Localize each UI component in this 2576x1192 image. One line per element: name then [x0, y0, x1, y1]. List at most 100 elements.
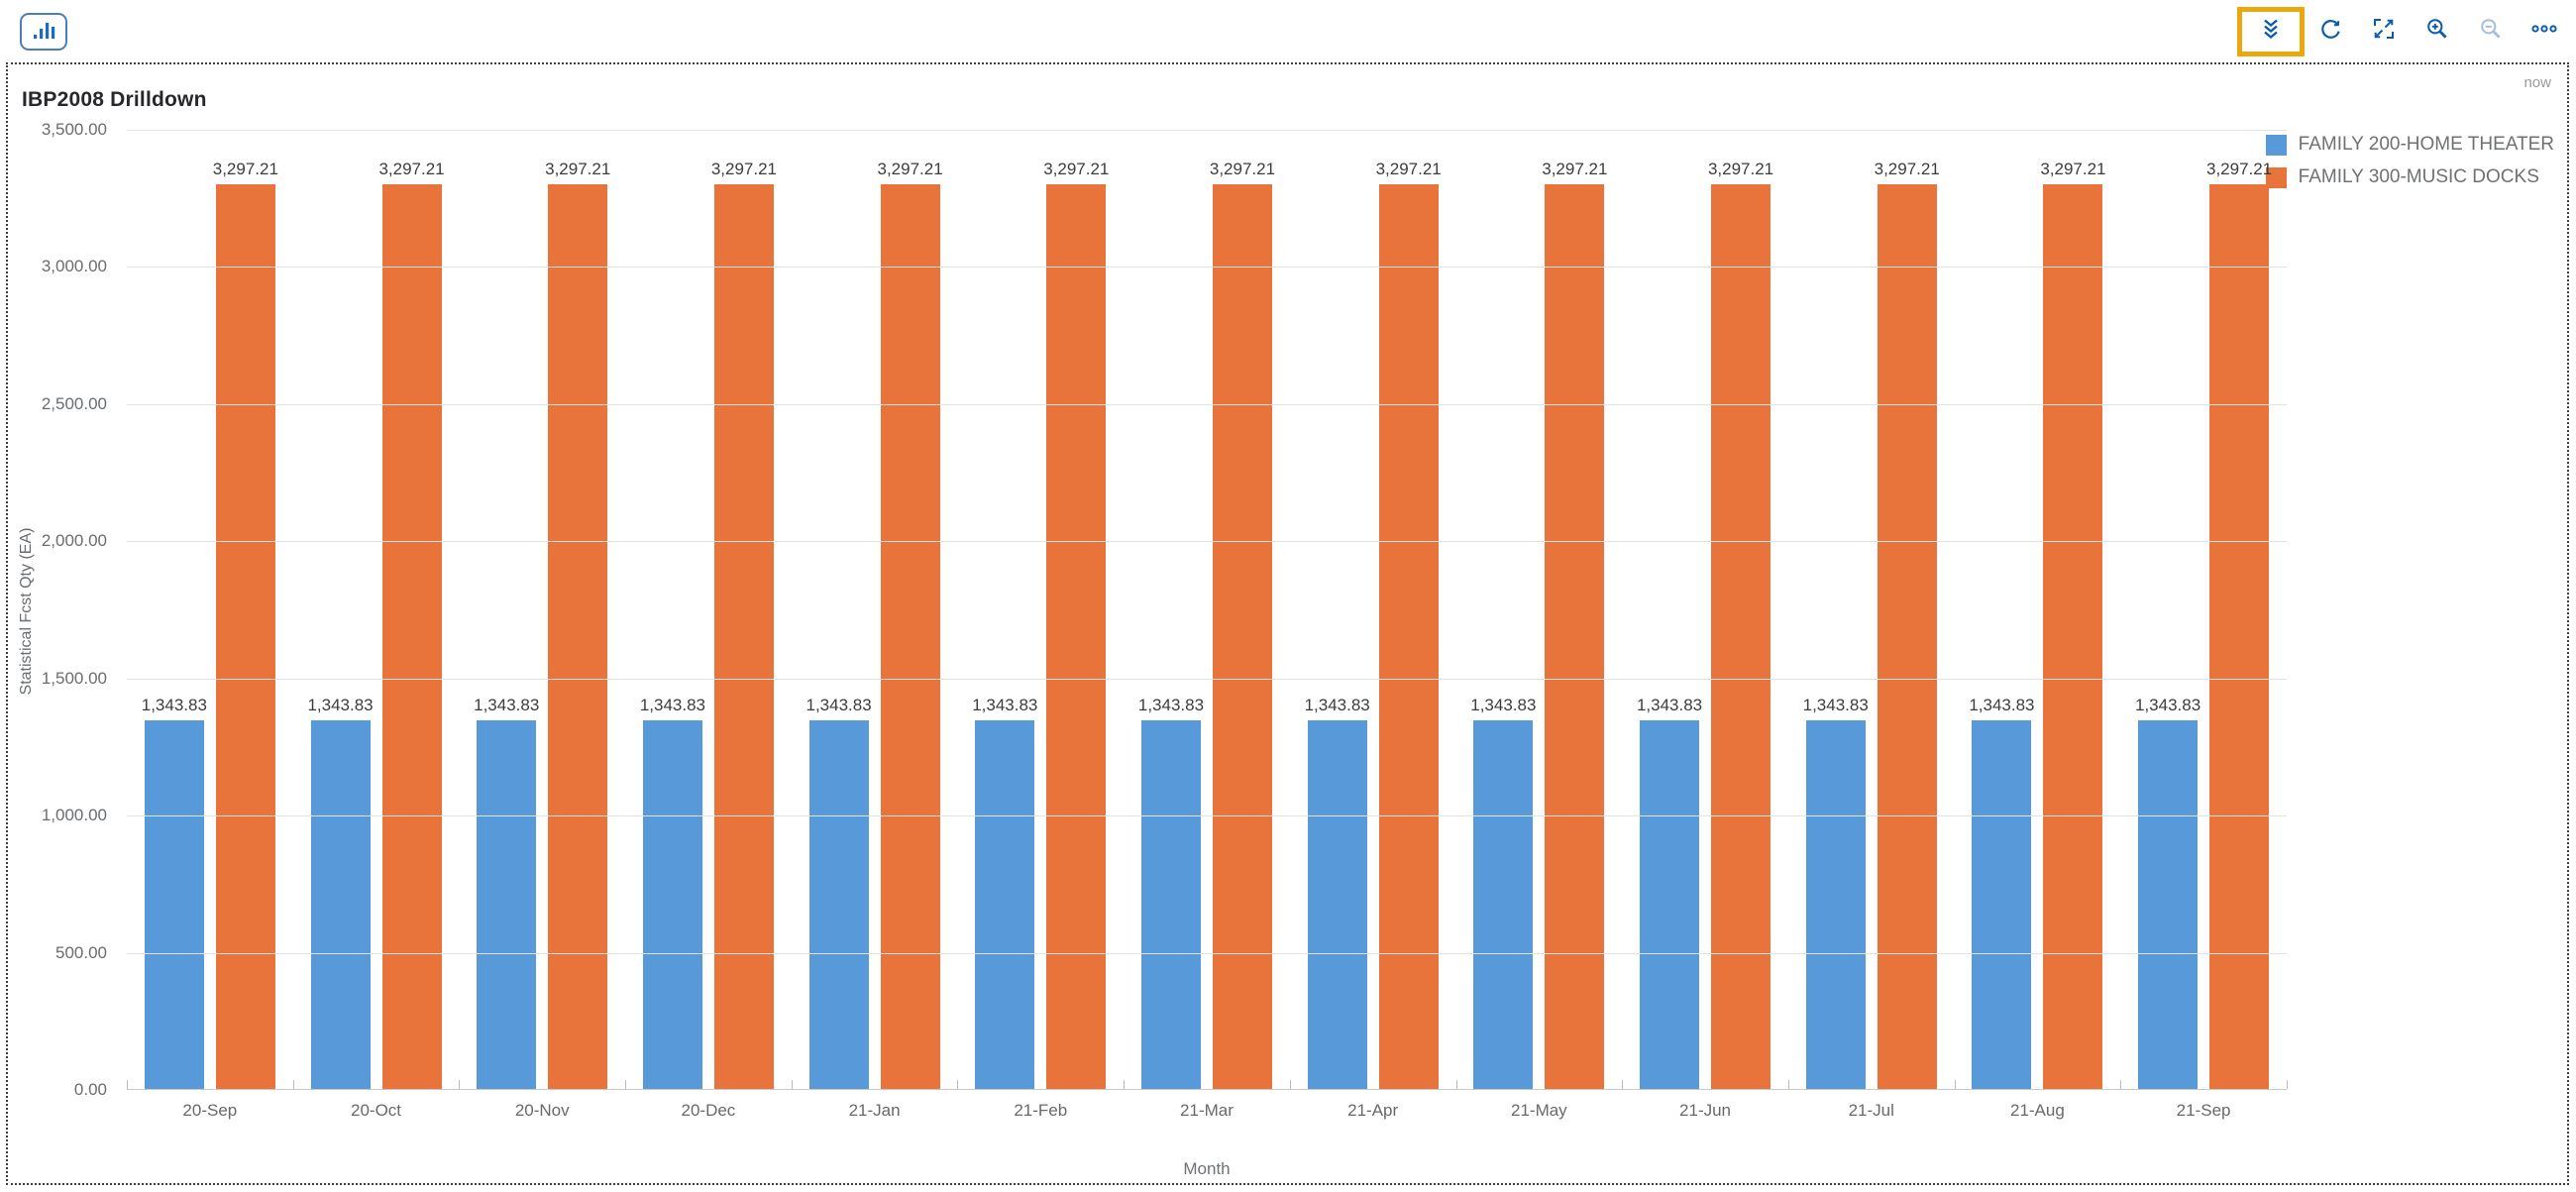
bar[interactable] — [1711, 184, 1771, 1089]
bar-value-label: 3,297.21 — [212, 160, 278, 179]
drilldown-button[interactable] — [2259, 17, 2283, 46]
y-axis-tick-label: 2,000.00 — [41, 531, 107, 551]
bar[interactable] — [215, 184, 275, 1089]
bar[interactable] — [1640, 719, 1700, 1089]
bar-wrap: 1,343.83 — [1470, 130, 1536, 1089]
bar-wrap: 3,297.21 — [1708, 130, 1773, 1089]
bar[interactable] — [1972, 719, 2032, 1089]
legend-item-home-theater[interactable]: FAMILY 200-HOME THEATER — [2265, 134, 2554, 156]
zoom-in-icon — [2425, 17, 2449, 46]
now-timestamp: now — [2523, 74, 2551, 91]
bar[interactable] — [1307, 719, 1367, 1089]
bar-wrap: 3,297.21 — [2206, 130, 2273, 1089]
bar-wrap: 3,297.21 — [1376, 130, 1442, 1089]
bar-value-label: 1,343.83 — [972, 695, 1038, 714]
bar-value-label: 1,343.83 — [805, 695, 872, 714]
bar[interactable] — [477, 719, 537, 1089]
legend-label: FAMILY 300-MUSIC DOCKS — [2298, 166, 2539, 187]
bar-value-label: 3,297.21 — [1542, 160, 1608, 179]
bar[interactable] — [808, 719, 869, 1089]
y-gridline — [127, 815, 2287, 817]
bar[interactable] — [548, 184, 608, 1089]
bar[interactable] — [1805, 719, 1866, 1089]
plot-area: 1,343.83 3,297.21 1,343.83 3,297.21 1,343.83… — [127, 130, 2288, 1090]
bar[interactable] — [144, 719, 204, 1089]
chart-type-button[interactable] — [20, 13, 67, 51]
x-axis-tick — [1124, 1080, 1126, 1089]
overflow-button[interactable] — [2531, 17, 2557, 46]
bar[interactable] — [2138, 719, 2199, 1089]
y-axis-tick-label: 1,000.00 — [41, 806, 107, 825]
bar-group: 1,343.83 3,297.21 — [625, 130, 792, 1089]
bar[interactable] — [713, 184, 774, 1089]
bar-value-label: 3,297.21 — [378, 160, 445, 179]
x-axis-tick — [292, 1080, 294, 1089]
legend-item-music-docks[interactable]: FAMILY 300-MUSIC DOCKS — [2265, 166, 2554, 188]
x-axis-tick-label: 21-Mar — [1180, 1101, 1234, 1120]
fit-screen-button[interactable] — [2372, 17, 2396, 46]
x-axis-labels: 20-Sep 20-Oct 20-Nov 20-Dec 21-Jan 21-Feb 21-M… — [127, 1101, 2287, 1121]
zoom-out-button[interactable] — [2479, 17, 2503, 46]
bar-value-label: 1,343.83 — [1137, 695, 1205, 714]
bar[interactable] — [1545, 184, 1605, 1089]
x-axis-tick-label: 21-May — [1511, 1101, 1567, 1120]
bar-value-label: 3,297.21 — [2206, 160, 2273, 179]
bar-wrap: 3,297.21 — [1542, 130, 1608, 1089]
bar[interactable] — [880, 184, 940, 1089]
bar-group: 1,343.83 3,297.21 — [127, 130, 293, 1089]
bar-value-label: 3,297.21 — [2040, 160, 2106, 179]
bar-value-label: 1,343.83 — [2135, 695, 2201, 714]
y-axis-tick-label: 3,000.00 — [41, 257, 107, 276]
y-gridline — [127, 267, 2287, 269]
bar-value-label: 1,343.83 — [141, 695, 207, 714]
bar-wrap: 1,343.83 — [141, 130, 207, 1089]
bar-wrap: 3,297.21 — [711, 130, 777, 1089]
overflow-icon — [2531, 17, 2557, 46]
y-axis-tick-label: 1,500.00 — [41, 668, 107, 688]
bar-group: 1,343.83 3,297.21 — [293, 130, 460, 1089]
bar-value-label: 1,343.83 — [307, 695, 374, 714]
bar-wrap: 3,297.21 — [878, 130, 943, 1089]
bar[interactable] — [1378, 184, 1439, 1089]
chart-title: IBP2008 Drilldown — [22, 88, 207, 111]
bar-wrap: 3,297.21 — [1875, 130, 1940, 1089]
zoom-in-button[interactable] — [2425, 17, 2449, 46]
bar-value-label: 1,343.83 — [1304, 695, 1370, 714]
bar[interactable] — [975, 719, 1035, 1089]
x-axis-tick-label: 20-Dec — [681, 1101, 736, 1120]
bar-wrap: 3,297.21 — [1210, 130, 1275, 1089]
bar[interactable] — [1140, 719, 1201, 1089]
bar[interactable] — [1877, 184, 1937, 1089]
bar-wrap: 1,343.83 — [972, 130, 1038, 1089]
x-axis-tick-label: 21-Aug — [2009, 1101, 2065, 1120]
bar[interactable] — [1473, 719, 1534, 1089]
bar-wrap: 1,343.83 — [640, 130, 705, 1089]
x-axis-tick — [957, 1080, 959, 1089]
zoom-out-icon — [2479, 17, 2503, 46]
x-axis-tick — [1954, 1080, 1956, 1089]
x-axis-tick — [1455, 1080, 1457, 1089]
x-axis-tick-label: 21-Jun — [1679, 1101, 1732, 1120]
bar[interactable] — [381, 184, 442, 1089]
bar[interactable] — [310, 719, 371, 1089]
bar-value-label: 3,297.21 — [545, 160, 611, 179]
bar-value-label: 1,343.83 — [1802, 695, 1869, 714]
plot-groups: 1,343.83 3,297.21 1,343.83 3,297.21 1,343.83… — [127, 130, 2287, 1089]
double-chevron-down-icon — [2259, 17, 2283, 46]
y-axis-tick-label: 0.00 — [73, 1080, 107, 1099]
bar[interactable] — [642, 719, 702, 1089]
x-axis-tick-label: 20-Nov — [514, 1101, 570, 1120]
bar[interactable] — [2043, 184, 2103, 1089]
bar[interactable] — [2209, 184, 2270, 1089]
bar-wrap: 1,343.83 — [1137, 130, 1205, 1089]
bar-wrap: 1,343.83 — [1637, 130, 1702, 1089]
fit-screen-icon — [2372, 17, 2396, 46]
x-axis-tick — [1787, 1080, 1789, 1089]
refresh-button[interactable] — [2318, 20, 2342, 44]
bar[interactable] — [1046, 184, 1107, 1089]
legend-swatch-blue — [2265, 134, 2287, 156]
y-axis-tick-label: 3,500.00 — [41, 120, 107, 139]
bar[interactable] — [1212, 184, 1272, 1089]
bar-group: 1,343.83 3,297.21 — [1955, 130, 2121, 1089]
x-axis-tick-label: 20-Sep — [182, 1101, 238, 1120]
